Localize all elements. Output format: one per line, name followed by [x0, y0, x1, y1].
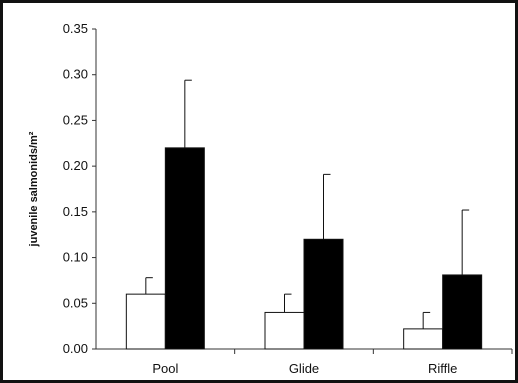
y-tick-label: 0.20 [63, 158, 88, 173]
y-tick-label: 0.25 [63, 112, 88, 127]
bar [403, 328, 444, 350]
error-bars [145, 79, 470, 329]
bar [125, 293, 166, 350]
y-tick-label: 0.15 [63, 204, 88, 219]
bars [125, 147, 483, 350]
bar [264, 311, 305, 350]
bar [442, 274, 483, 350]
y-tick-label: 0.00 [63, 341, 88, 356]
y-tick-labels: 0.00 0.05 0.10 0.15 0.20 0.25 0.30 0.35 [63, 21, 88, 356]
y-tick-label: 0.05 [63, 295, 88, 310]
y-tick-label: 0.10 [63, 250, 88, 265]
y-axis-label: juvenile salmonids/m² [28, 131, 40, 247]
x-category-labels: Pool Glide Riffle [152, 361, 457, 376]
x-category-label: Pool [152, 361, 178, 376]
bar [303, 238, 344, 350]
y-tick-label: 0.30 [63, 67, 88, 82]
bar [164, 147, 205, 350]
y-tick-label: 0.35 [63, 21, 88, 36]
x-category-label: Glide [289, 361, 319, 376]
x-category-label: Riffle [428, 361, 457, 376]
